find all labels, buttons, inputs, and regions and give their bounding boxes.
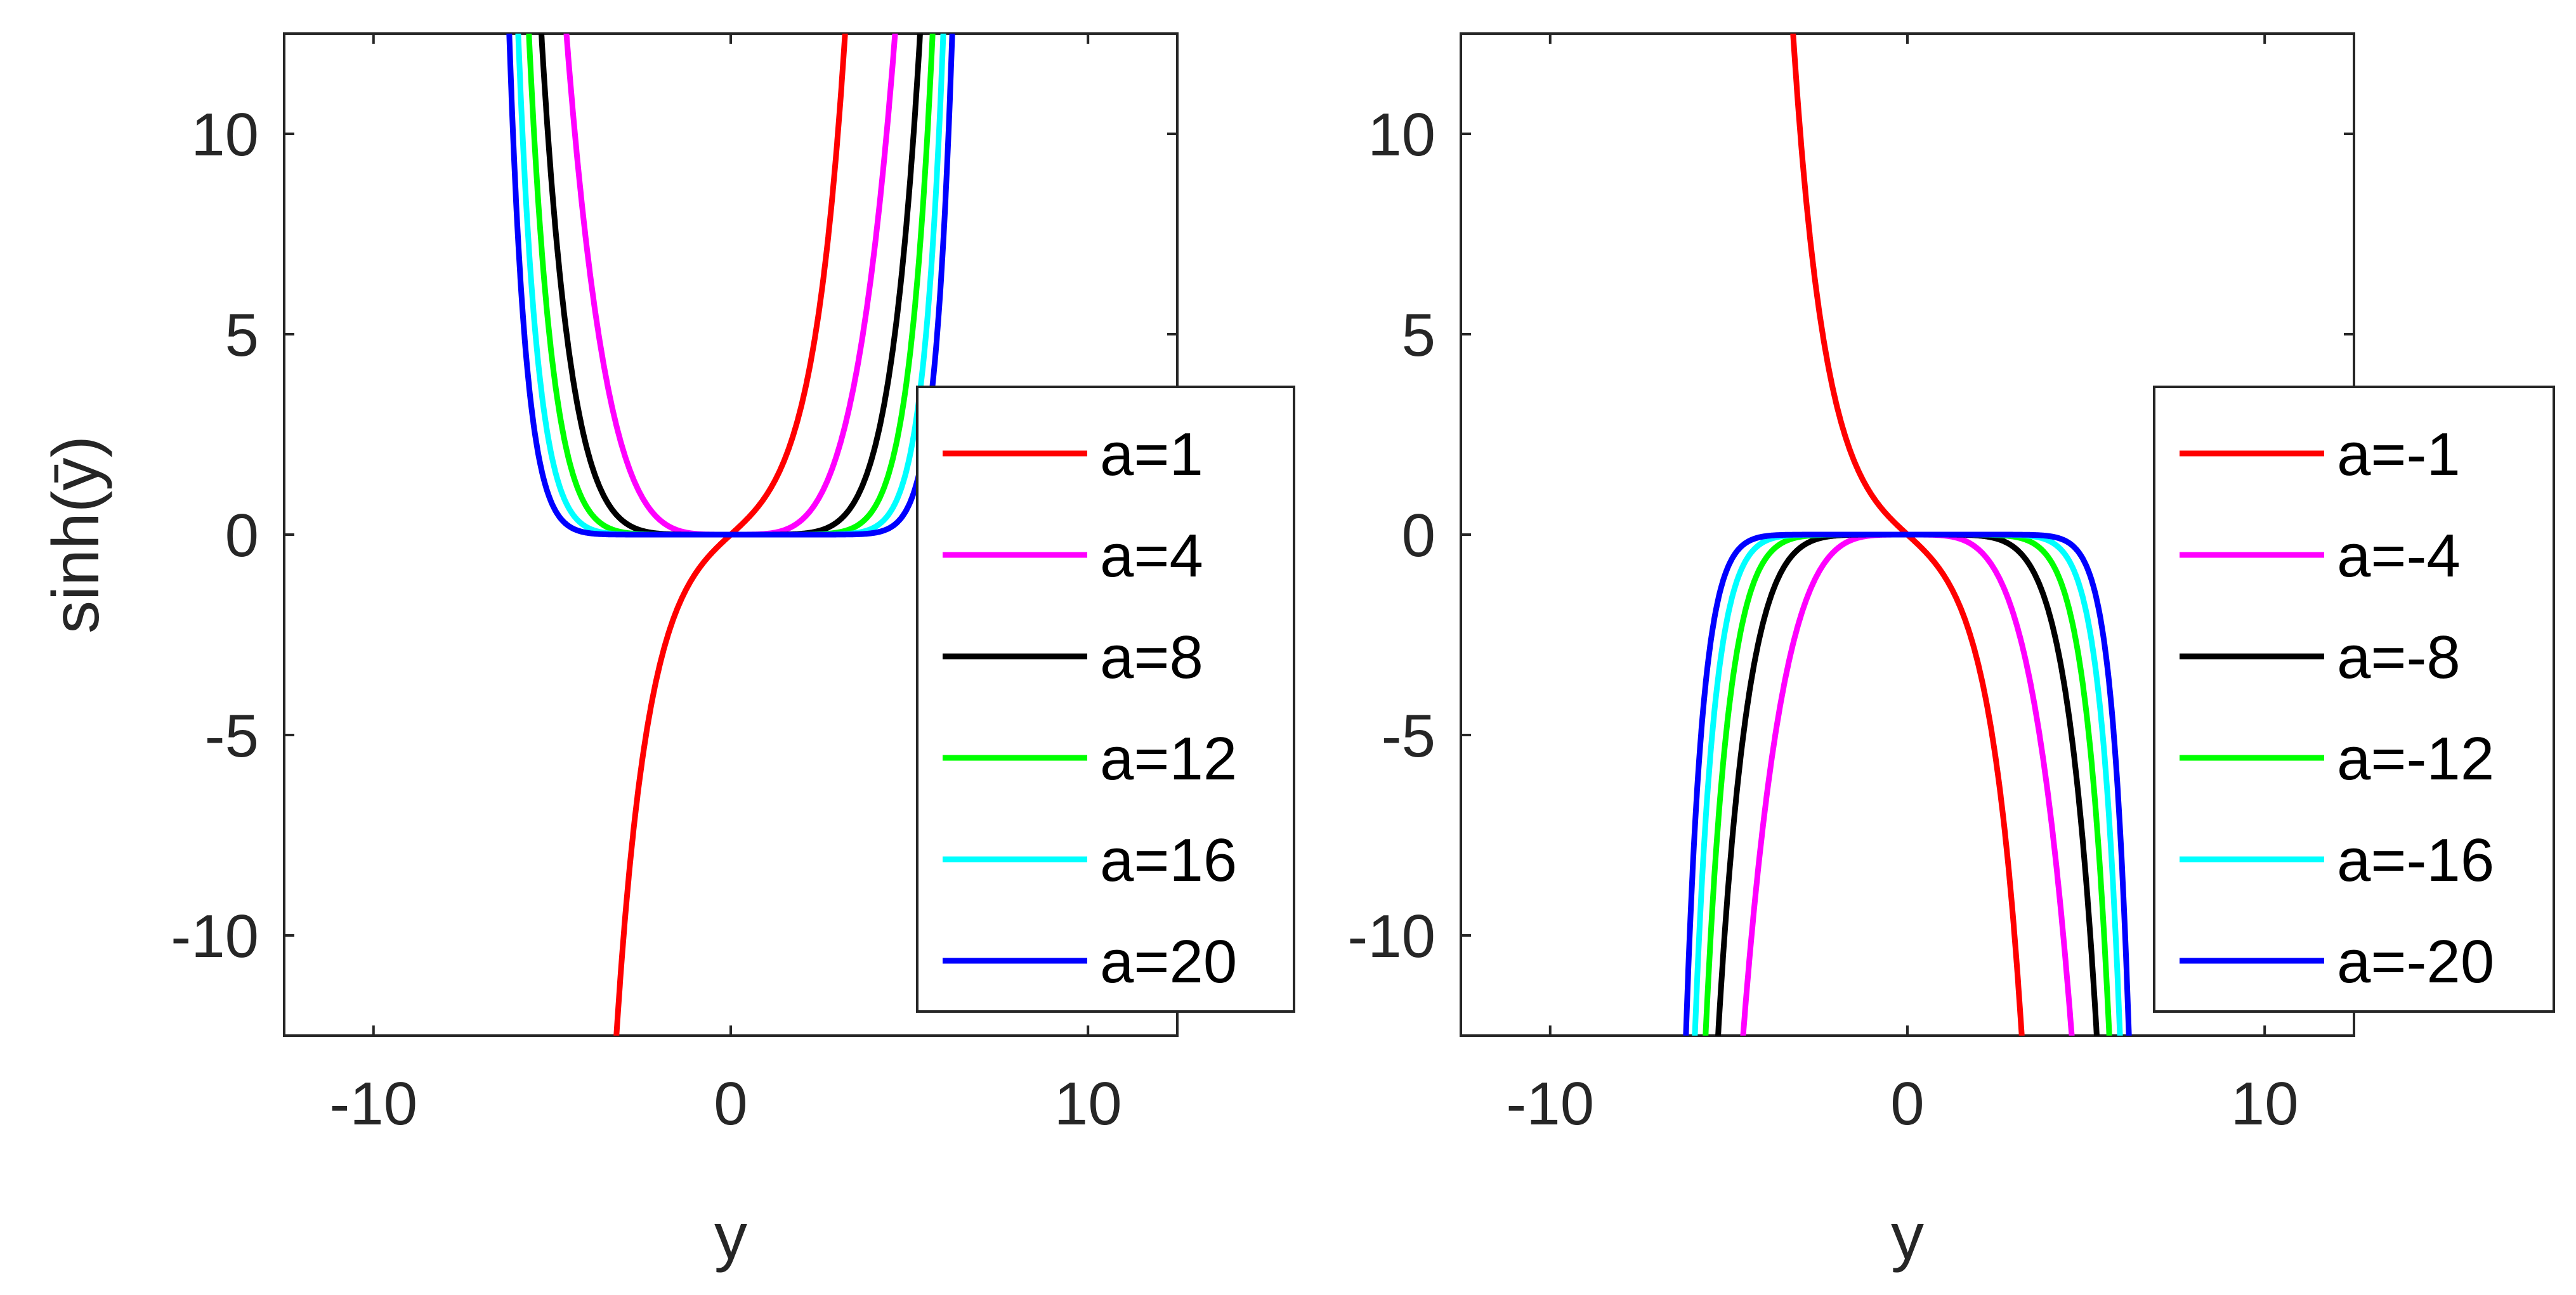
legend-box [916, 386, 1295, 1013]
right-x-axis-label: y [1891, 1200, 1924, 1273]
x-tick-label: 0 [714, 1070, 747, 1138]
legend-label-a=4: a=4 [1100, 522, 1203, 590]
series-line-a=8 [539, 34, 923, 538]
y-tick-label: 10 [191, 101, 259, 169]
legend-label-a=-1: a=-1 [2337, 420, 2461, 488]
y-tick-label: 10 [1368, 101, 1435, 169]
y-tick-label: 5 [225, 301, 259, 369]
legend-label-a=12: a=12 [1100, 725, 1237, 793]
right-plot-panel: -10 0 10 -10 -5 0 5 10 y a=-1 a=-4 a=-8 a=-12 a=-16… [1347, 32, 2555, 1273]
x-tick-label: 0 [1890, 1070, 1924, 1138]
legend-label-a=-12: a=-12 [2337, 725, 2494, 793]
series-line-a=20 [506, 34, 955, 538]
series-line-a=-20 [1683, 531, 2132, 1036]
left-legend: a=1 a=4 a=8 a=12 a=16 a=20 [916, 386, 1295, 1013]
y-tick-label: -10 [1347, 902, 1435, 970]
x-tick-label: 10 [1054, 1070, 1122, 1138]
right-plot-lines [1683, 34, 2132, 1036]
series-line-a=-8 [1715, 531, 2100, 1036]
legend-label-a=1: a=1 [1100, 420, 1203, 488]
y-tick-label: -5 [205, 702, 259, 770]
x-tick-label: -10 [1506, 1070, 1594, 1138]
x-tick-label: 10 [2231, 1070, 2299, 1138]
left-plot-lines [506, 34, 955, 1036]
series-line-a=4 [563, 34, 898, 538]
legend-box [2153, 386, 2555, 1013]
series-line-a=1 [613, 34, 848, 1036]
y-tick-label: 0 [225, 502, 259, 569]
series-line-a=-1 [1790, 34, 2025, 1036]
legend-label-a=20: a=20 [1100, 928, 1237, 996]
legend-label-a=8: a=8 [1100, 623, 1203, 691]
legend-label-a=-20: a=-20 [2337, 928, 2494, 996]
right-legend: a=-1 a=-4 a=-8 a=-12 a=-16 a=-20 [2153, 386, 2555, 1013]
legend-label-a=-8: a=-8 [2337, 623, 2461, 691]
x-tick-label: -10 [329, 1070, 417, 1138]
legend-label-a=-4: a=-4 [2337, 522, 2461, 590]
y-tick-label: 0 [1402, 502, 1435, 569]
y-tick-label: -5 [1382, 702, 1435, 770]
y-tick-label: -10 [171, 902, 259, 970]
y-tick-label: 5 [1402, 301, 1435, 369]
right-plot-ticks: -10 0 10 -10 -5 0 5 10 [1347, 34, 2354, 1138]
legend-label-a=16: a=16 [1100, 826, 1237, 894]
left-y-axis-label: sinh(ȳ) [39, 436, 113, 634]
series-line-a=16 [515, 34, 946, 538]
legend-label-a=-16: a=-16 [2337, 826, 2494, 894]
left-x-axis-label: y [714, 1200, 747, 1273]
series-line-a=12 [526, 34, 936, 538]
left-plot-ticks: -10 0 10 -10 -5 0 5 10 [171, 34, 1177, 1138]
